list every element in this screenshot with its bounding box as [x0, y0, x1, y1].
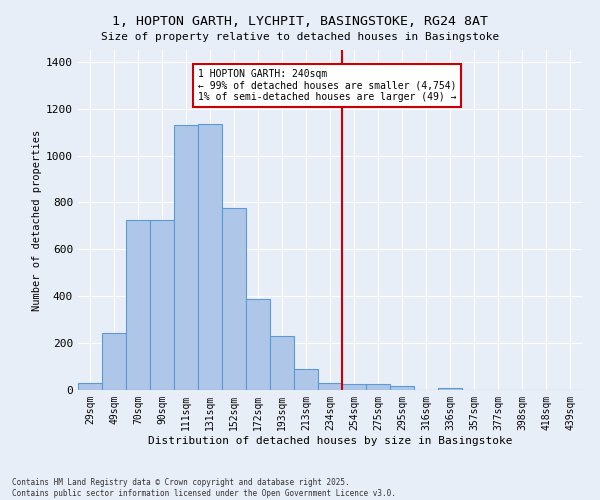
X-axis label: Distribution of detached houses by size in Basingstoke: Distribution of detached houses by size …	[148, 436, 512, 446]
Bar	[246, 298, 270, 390]
Bar	[126, 220, 150, 390]
Bar	[78, 383, 102, 390]
Bar	[294, 369, 318, 390]
Bar	[318, 383, 342, 390]
Bar	[102, 332, 126, 390]
Bar	[390, 386, 414, 390]
Bar	[342, 384, 366, 390]
Bar	[174, 125, 198, 390]
Bar	[366, 384, 390, 390]
Y-axis label: Number of detached properties: Number of detached properties	[32, 130, 42, 310]
Bar	[222, 208, 246, 390]
Text: Contains HM Land Registry data © Crown copyright and database right 2025.
Contai: Contains HM Land Registry data © Crown c…	[12, 478, 396, 498]
Bar	[270, 336, 294, 390]
Text: 1, HOPTON GARTH, LYCHPIT, BASINGSTOKE, RG24 8AT: 1, HOPTON GARTH, LYCHPIT, BASINGSTOKE, R…	[112, 15, 488, 28]
Bar	[150, 220, 174, 390]
Text: 1 HOPTON GARTH: 240sqm
← 99% of detached houses are smaller (4,754)
1% of semi-d: 1 HOPTON GARTH: 240sqm ← 99% of detached…	[198, 69, 457, 102]
Bar	[438, 388, 462, 390]
Bar	[198, 124, 222, 390]
Text: Size of property relative to detached houses in Basingstoke: Size of property relative to detached ho…	[101, 32, 499, 42]
